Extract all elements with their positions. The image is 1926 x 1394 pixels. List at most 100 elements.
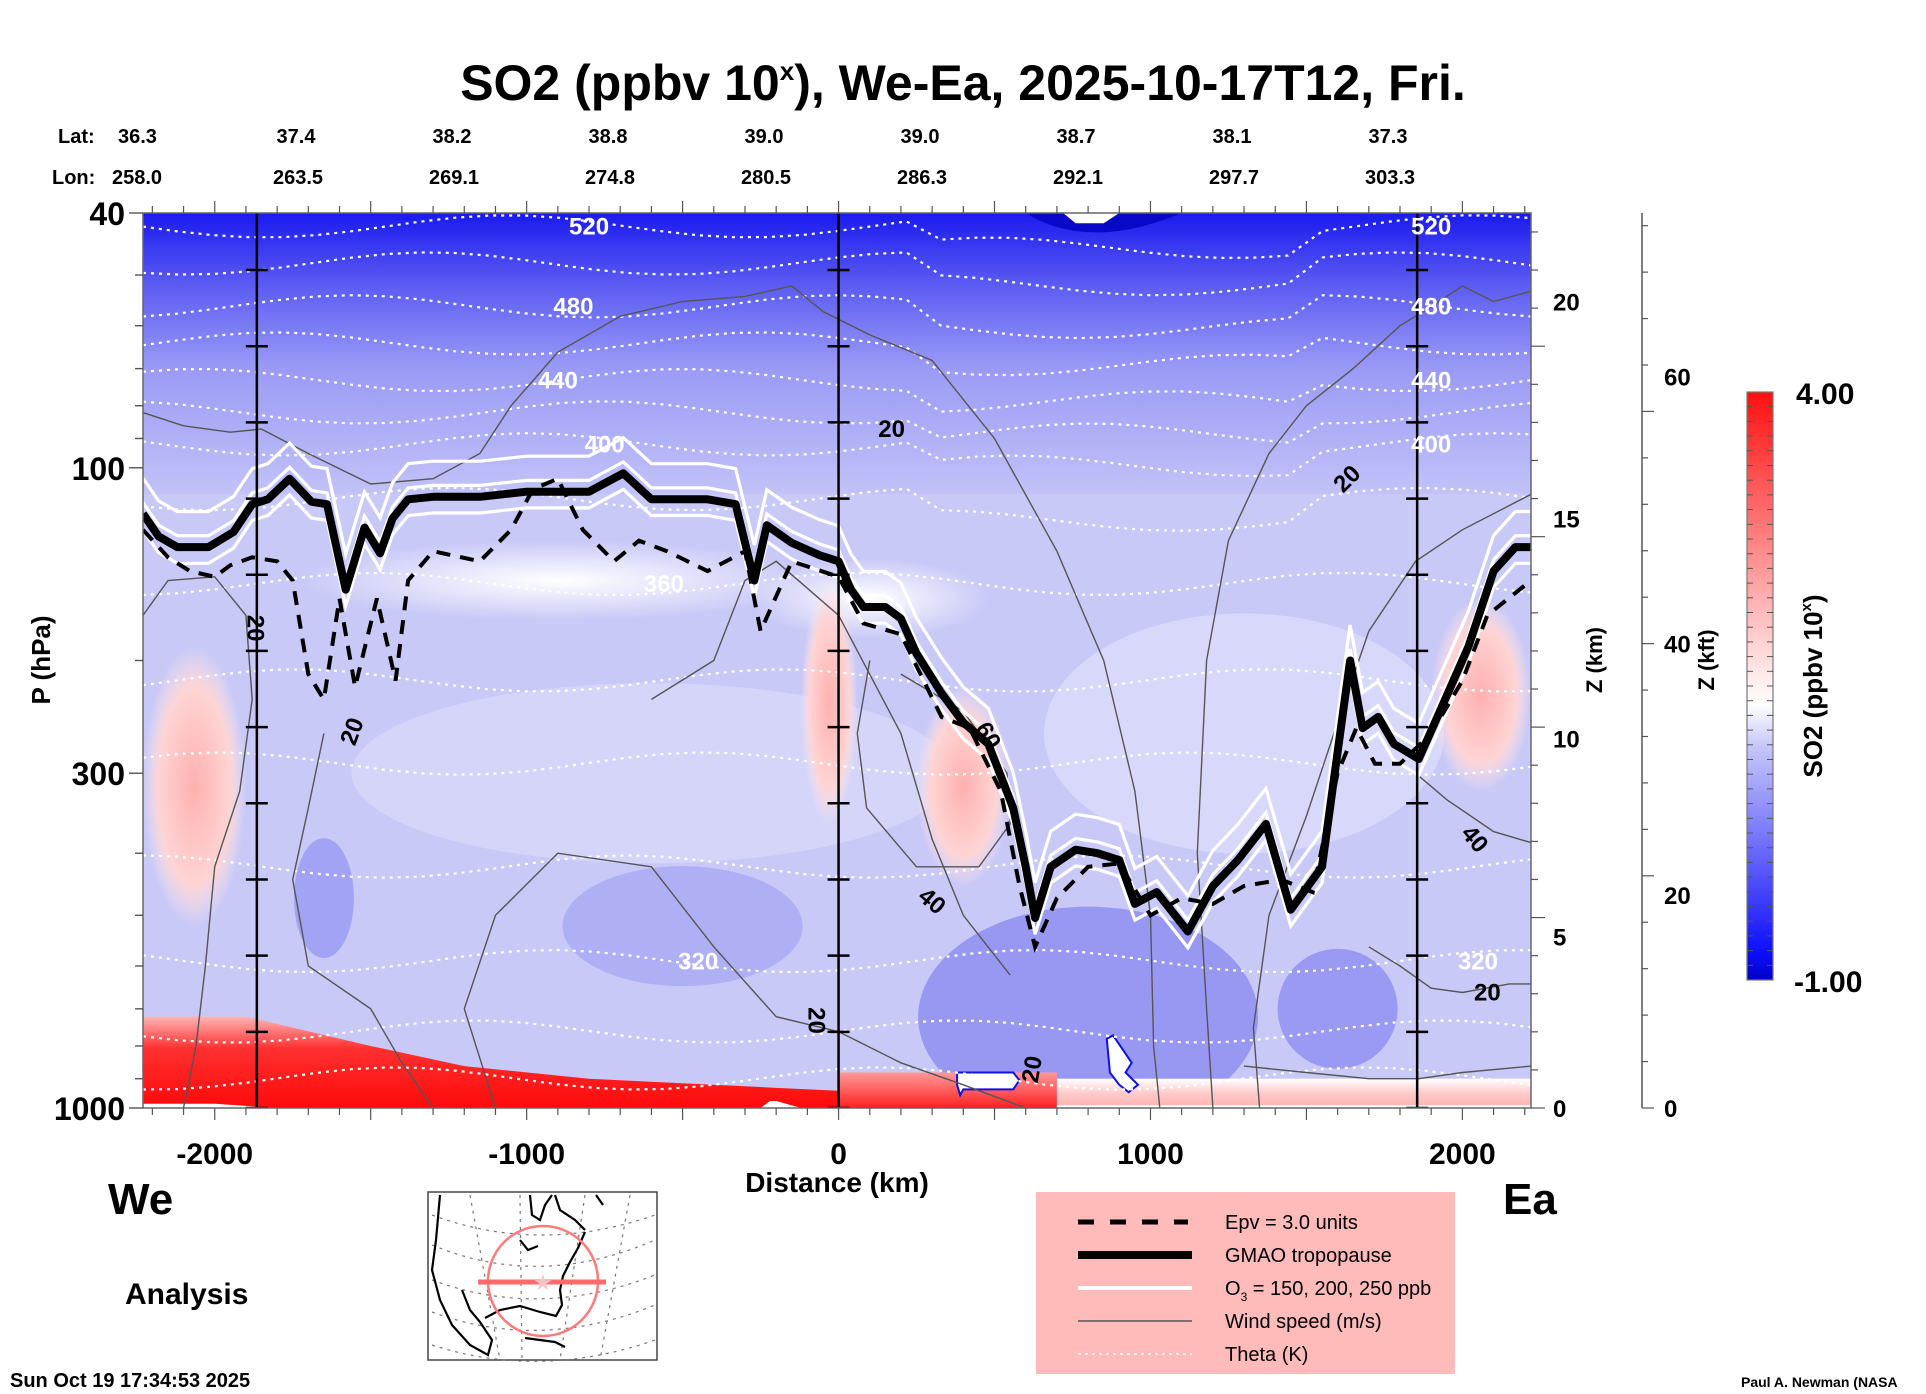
wind-speed-contour: [1243, 1065, 1531, 1080]
map-center-star-icon: ★: [533, 1270, 553, 1295]
theta-label: 320: [678, 948, 718, 975]
z-km-tick-label: 0: [1553, 1096, 1566, 1123]
west-label: We: [108, 1175, 173, 1224]
lat-value: 38.7: [1057, 126, 1096, 148]
lon-value: 292.1: [1053, 167, 1103, 189]
theta-contours: [143, 214, 1531, 1091]
wind-speed-label: 20: [803, 1007, 830, 1034]
so2-top-missing-region: [1063, 213, 1120, 224]
colorbar-title: SO2 (ppbv 10x): [1798, 594, 1828, 777]
theta-contour-line: [143, 432, 1531, 478]
theta-contour-line: [143, 331, 1531, 377]
so2-blue-patch: [1277, 948, 1398, 1069]
x-tick-label: 2000: [1429, 1138, 1496, 1171]
theta-label: 360: [644, 571, 684, 598]
x-tick-label: -2000: [176, 1138, 253, 1171]
wind-speed-label: 20: [878, 416, 905, 443]
lat-lon-header: Lat: Lon: 36.3 37.4 38.2 38.8 39.0 39.0 38.7 38…: [52, 126, 1415, 189]
vertical-markers: [245, 213, 1429, 1108]
so2-stratosphere-band: [143, 213, 1531, 495]
theta-contour-line: [143, 751, 1531, 776]
lat-value: 38.8: [589, 126, 628, 148]
legend-ozone-label: O3 = 150, 200, 250 ppb: [1225, 1278, 1431, 1304]
plot-area: 520 520 480 480 440 440 400 400 360 320 320 20 20 20 2…: [143, 213, 1531, 1108]
x-axis-title: Distance (km): [745, 1167, 929, 1198]
so2-region-surface-red-center: [838, 1072, 1057, 1108]
z-kft-tick-label: 0: [1664, 1096, 1677, 1123]
so2-region-east-pink-core: [916, 687, 1011, 886]
lat-value: 36.3: [118, 126, 157, 148]
so2-missing-surface: [1056, 1105, 1531, 1108]
credit: Paul A. Newman (NASA: [1741, 1374, 1898, 1390]
so2-low-blob: [1105, 1034, 1140, 1094]
theta-contour-line: [143, 948, 1531, 974]
theta-label: 400: [1411, 432, 1451, 459]
so2-missing-surface: [760, 1100, 802, 1108]
x-tick-label: 0: [830, 1138, 847, 1171]
locator-map: ★: [427, 1191, 658, 1362]
lon-value: 258.0: [112, 167, 162, 189]
colorbar: 4.00 -1.00 SO2 (ppbv 10x): [1746, 378, 1862, 999]
wind-speed-contour: [143, 576, 253, 1108]
ozone-contour-line: [143, 487, 1531, 951]
z-kft-tick-label: 40: [1664, 631, 1691, 658]
chart-title: SO2 (ppbv 10x), We-Ea, 2025-10-17T12, Fr…: [460, 55, 1466, 111]
legend-theta-label: Theta (K): [1225, 1344, 1308, 1366]
theta-contour-line: [143, 214, 1531, 260]
lon-value: 297.7: [1209, 167, 1259, 189]
colorbar-min-label: -1.00: [1794, 966, 1862, 999]
wind-speed-contour: [1415, 772, 1531, 844]
theta-contour-line: [143, 294, 1531, 340]
x-tick-label: -1000: [488, 1138, 565, 1171]
y-tick-label: 300: [72, 756, 125, 792]
so2-region-west-lower-red: [143, 646, 246, 927]
theta-contour-line: [143, 486, 1531, 532]
y-tick-label: 1000: [54, 1091, 125, 1127]
z-km-tick-label: 10: [1553, 727, 1580, 754]
wind-speed-contour: [1196, 285, 1531, 1108]
colorbar-max-label: 4.00: [1796, 378, 1854, 411]
legend-box: [1036, 1192, 1455, 1374]
y-axis-title: P (hPa): [26, 615, 56, 704]
lat-value: 38.1: [1213, 126, 1252, 148]
so2-region-far-east-pink: [1431, 598, 1531, 792]
timestamp: Sun Oct 19 17:34:53 2025: [10, 1370, 250, 1392]
legend-tropopause-label: GMAO tropopause: [1225, 1245, 1392, 1267]
so2-field: [143, 213, 1531, 1108]
lat-value: 37.3: [1369, 126, 1408, 148]
contour-labels: 520 520 480 480 440 440 400 400 360 320 320 20 20 20 2…: [241, 214, 1500, 1085]
lon-value: 274.8: [585, 167, 635, 189]
legend: Epv = 3.0 units GMAO tropopause O3 = 150…: [1036, 1192, 1455, 1374]
theta-contour-line: [143, 854, 1531, 879]
lat-value: 37.4: [277, 126, 317, 148]
z-kft-axis-title: Z (kft): [1694, 629, 1719, 690]
z-kft-tick-label: 60: [1664, 364, 1691, 391]
lon-value: 269.1: [429, 167, 479, 189]
wind-speed-contours: [143, 285, 1531, 1108]
legend-epv-label: Epv = 3.0 units: [1225, 1212, 1358, 1234]
wind-speed-label: 20: [241, 615, 268, 642]
x-tick-label: 1000: [1117, 1138, 1184, 1171]
y-tick-label: 100: [72, 451, 125, 487]
gmao-tropopause-line: [143, 469, 1531, 936]
wind-speed-contour: [463, 852, 1026, 1108]
east-label: Ea: [1503, 1175, 1557, 1224]
so2-blue-patch: [293, 838, 354, 959]
theta-label: 440: [1411, 367, 1451, 394]
theta-label: 320: [1458, 948, 1498, 975]
theta-label: 520: [1411, 214, 1451, 241]
wind-speed-contour: [143, 285, 1161, 1108]
wind-speed-label: 20: [1017, 1054, 1048, 1085]
wind-speed-label: 20: [1474, 979, 1501, 1006]
so2-region-surface-red-west: [143, 1016, 839, 1108]
lat-value: 39.0: [745, 126, 784, 148]
theta-label: 400: [585, 432, 625, 459]
z-km-tick-label: 20: [1553, 290, 1580, 317]
lat-label: Lat:: [58, 126, 95, 148]
z-kft-tick-label: 20: [1664, 883, 1691, 910]
lon-value: 303.3: [1365, 167, 1415, 189]
tropopause-line: [143, 469, 1531, 936]
lon-value: 280.5: [741, 167, 791, 189]
theta-label: 520: [569, 214, 609, 241]
